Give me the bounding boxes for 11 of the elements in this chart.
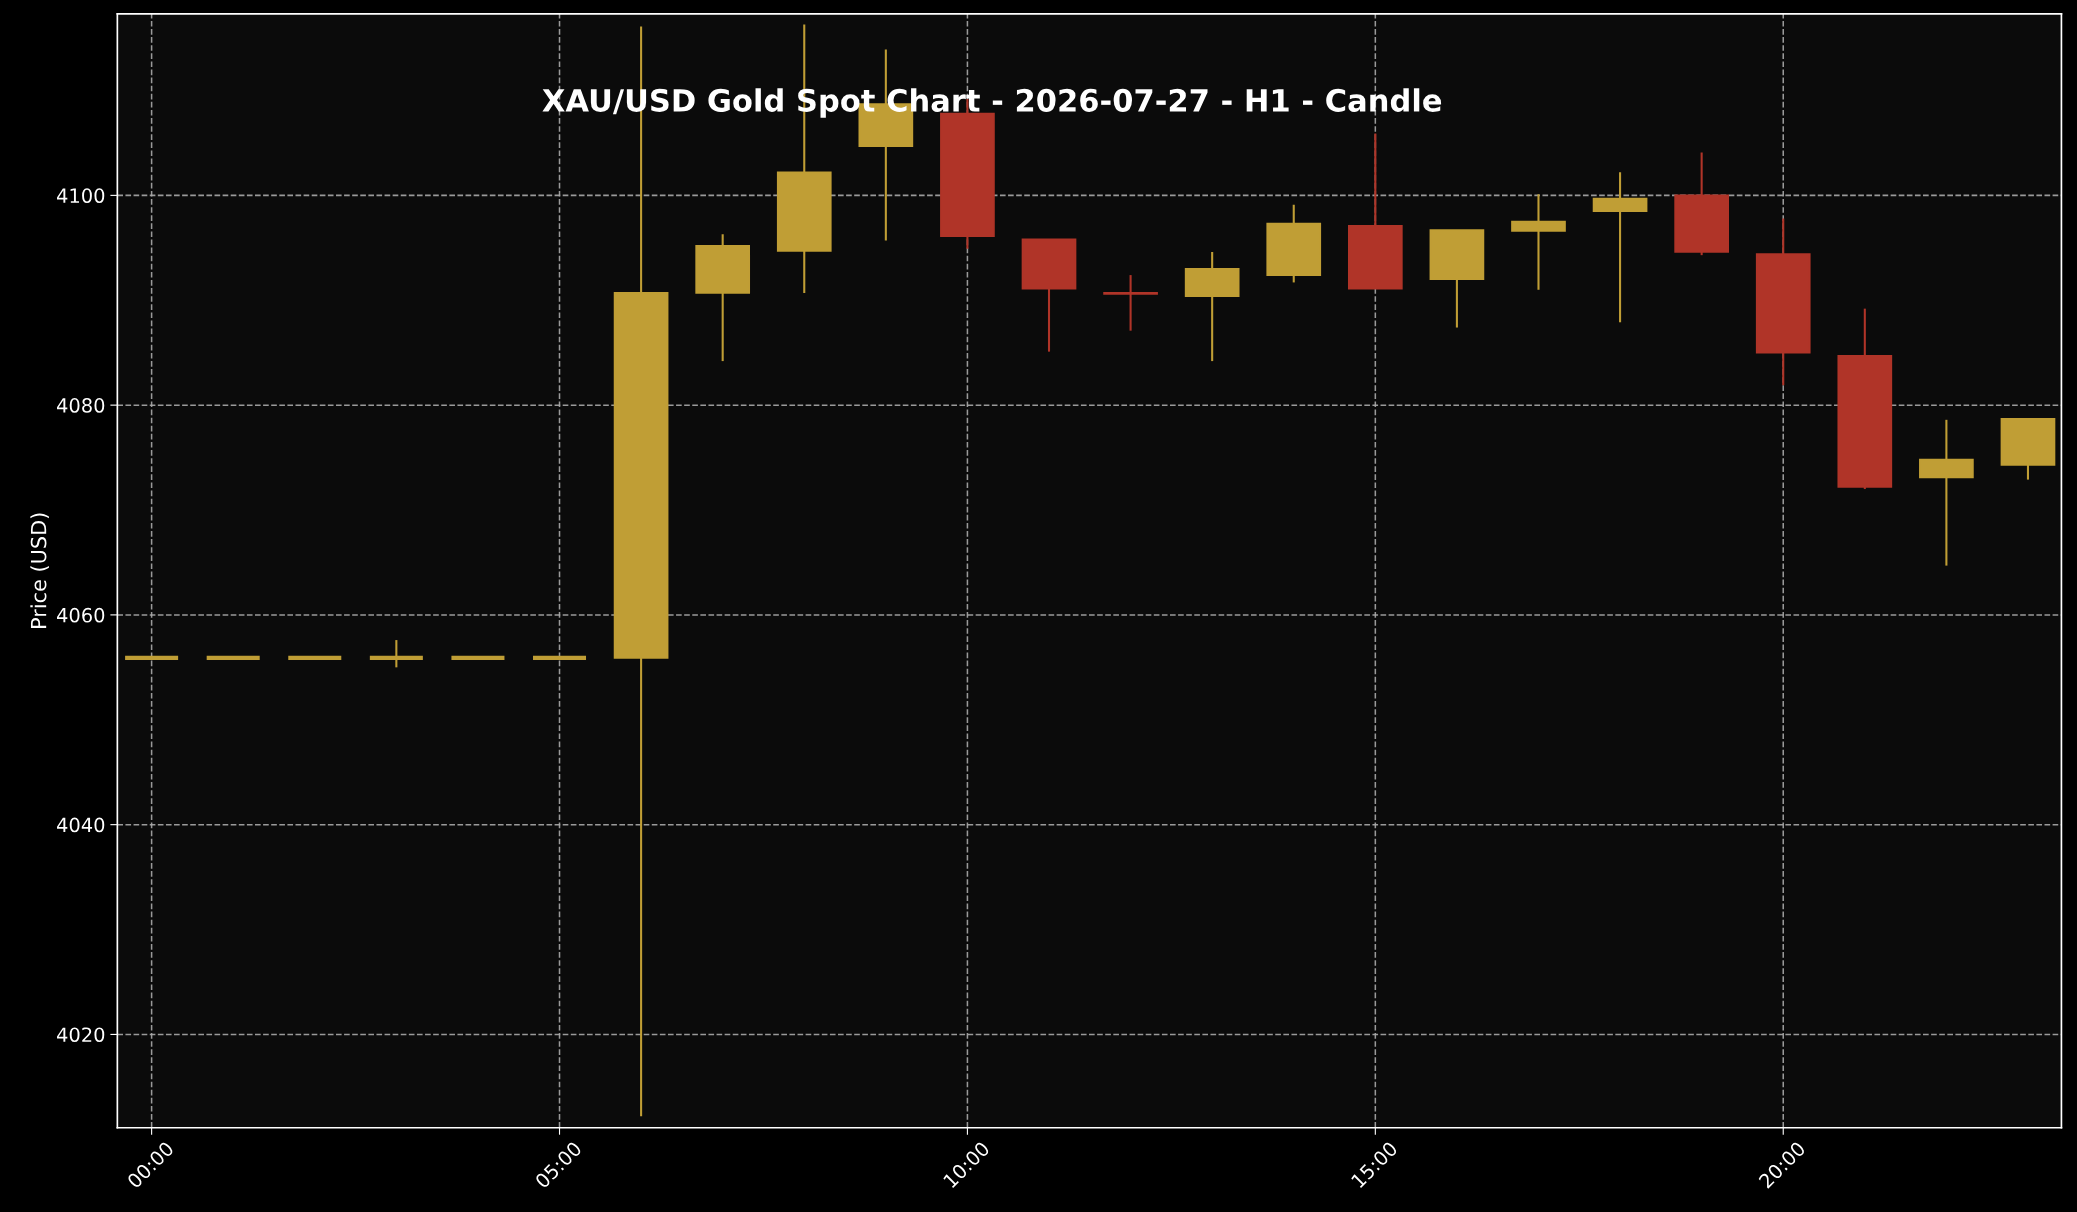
candlestick [369, 639, 423, 669]
y-tick-label: 4080 [57, 398, 105, 413]
candlestick [1103, 274, 1158, 332]
y-axis-title: Price (USD) [30, 513, 49, 628]
candlestick [1592, 171, 1648, 324]
y-tick-label: 4100 [57, 188, 105, 204]
candlestick [1511, 193, 1566, 291]
candlestick [1919, 418, 1974, 567]
y-tick-label: 4040 [57, 817, 105, 833]
y-tick-label: 4020 [57, 1027, 105, 1043]
y-tick-label: 4060 [57, 607, 105, 623]
